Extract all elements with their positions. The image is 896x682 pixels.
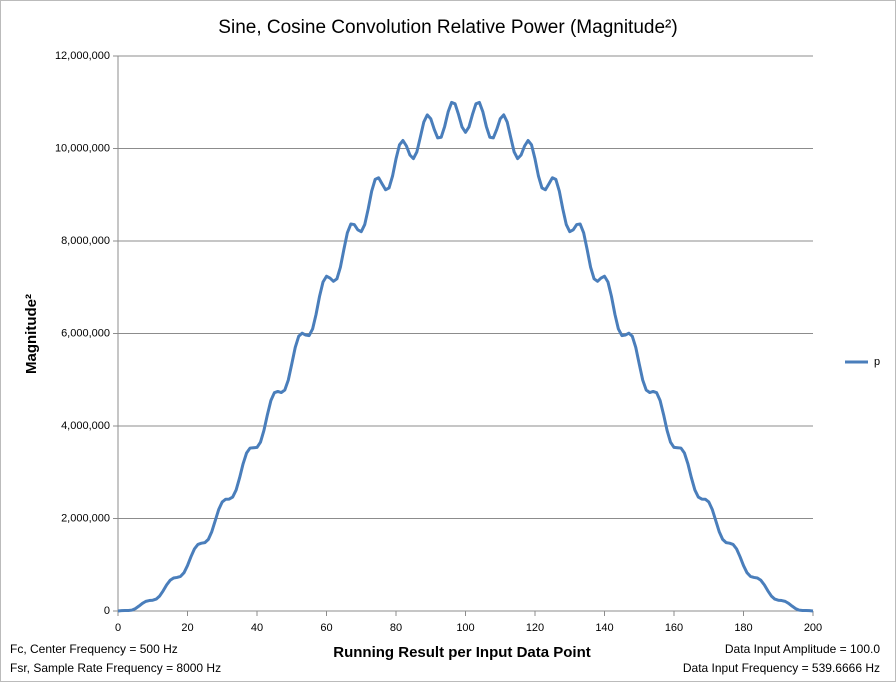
annotation: Fc, Center Frequency = 500 Hz xyxy=(10,642,178,656)
y-tick-label: 2,000,000 xyxy=(61,512,110,524)
x-tick-label: 200 xyxy=(804,622,822,634)
x-tick-label: 180 xyxy=(734,622,752,634)
x-tick-label: 80 xyxy=(390,622,402,634)
y-axis-label: Magnitude² xyxy=(23,294,40,374)
x-tick-label: 140 xyxy=(595,622,613,634)
x-tick-label: 40 xyxy=(251,622,263,634)
y-tick-label: 10,000,000 xyxy=(55,142,110,154)
annotation: Data Input Amplitude = 100.0 xyxy=(725,642,880,656)
x-tick-label: 120 xyxy=(526,622,544,634)
x-tick-label: 160 xyxy=(665,622,683,634)
x-tick-label: 0 xyxy=(115,622,121,634)
annotation: Data Input Frequency = 539.6666 Hz xyxy=(683,661,880,675)
x-tick-label: 60 xyxy=(320,622,332,634)
legend-label: p xyxy=(874,356,880,368)
y-tick-label: 0 xyxy=(104,605,110,617)
x-axis-label: Running Result per Input Data Point xyxy=(333,644,591,661)
y-tick-label: 8,000,000 xyxy=(61,235,110,247)
data-line xyxy=(117,100,814,613)
x-tick-label: 20 xyxy=(181,622,193,634)
y-tick-label: 6,000,000 xyxy=(61,327,110,339)
annotation: Fsr, Sample Rate Frequency = 8000 Hz xyxy=(10,661,221,675)
y-tick-label: 12,000,000 xyxy=(55,50,110,62)
y-tick-label: 4,000,000 xyxy=(61,420,110,432)
x-tick-label: 100 xyxy=(456,622,474,634)
chart-title: Sine, Cosine Convolution Relative Power … xyxy=(218,17,677,38)
